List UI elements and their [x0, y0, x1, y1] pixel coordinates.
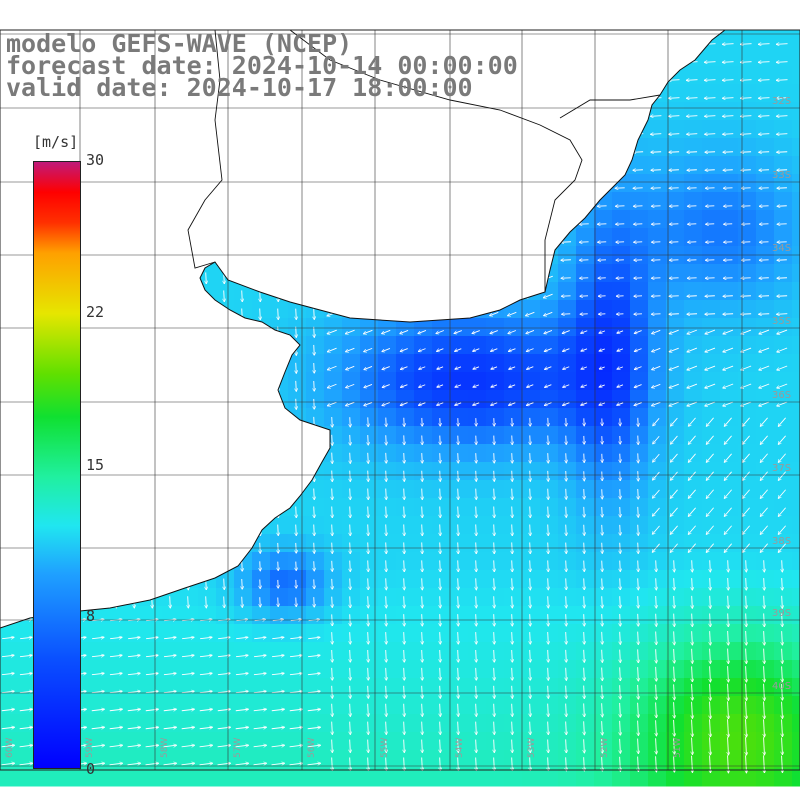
lon-label: 54W — [455, 738, 465, 758]
colorbar-tick-15: 15 — [86, 456, 105, 474]
lat-label: 40S — [772, 681, 791, 692]
lon-label: 51W — [673, 738, 683, 758]
lon-label: 56W — [307, 738, 317, 758]
lat-label: 35S — [772, 316, 791, 327]
colorbar — [33, 161, 81, 769]
lon-label: 55W — [380, 738, 390, 758]
lon-label: 59W — [85, 738, 95, 758]
colorbar-tick-30: 30 — [86, 151, 105, 169]
map-title: modelo GEFS-WAVE (NCEP) — [6, 29, 353, 58]
colorbar-tick-22: 22 — [86, 303, 105, 321]
lon-label: 58W — [160, 738, 170, 758]
colorbar-tick-0: 0 — [86, 760, 96, 778]
lon-label: 57W — [233, 738, 243, 758]
lat-label: 33S — [772, 170, 791, 181]
colorbar-unit: [m/s] — [33, 133, 79, 151]
lat-label: 38S — [772, 536, 791, 547]
country-border — [187, 29, 661, 292]
lon-label: 60W — [5, 738, 15, 758]
lon-label: 53W — [527, 738, 537, 758]
coastline — [0, 29, 790, 629]
valid-date-label: valid date: 2024-10-17 18:00:00 — [6, 73, 473, 102]
lat-label: 39S — [772, 608, 791, 619]
lat-label: 36S — [772, 390, 791, 401]
lat-label: 34S — [772, 243, 791, 254]
lat-label: 32S — [772, 96, 791, 107]
forecast-date-label: forecast date: 2024-10-14 00:00:00 — [6, 51, 518, 80]
lon-label: 52W — [600, 738, 610, 758]
colorbar-tick-8: 8 — [86, 607, 96, 625]
lat-label: 37S — [772, 463, 791, 474]
